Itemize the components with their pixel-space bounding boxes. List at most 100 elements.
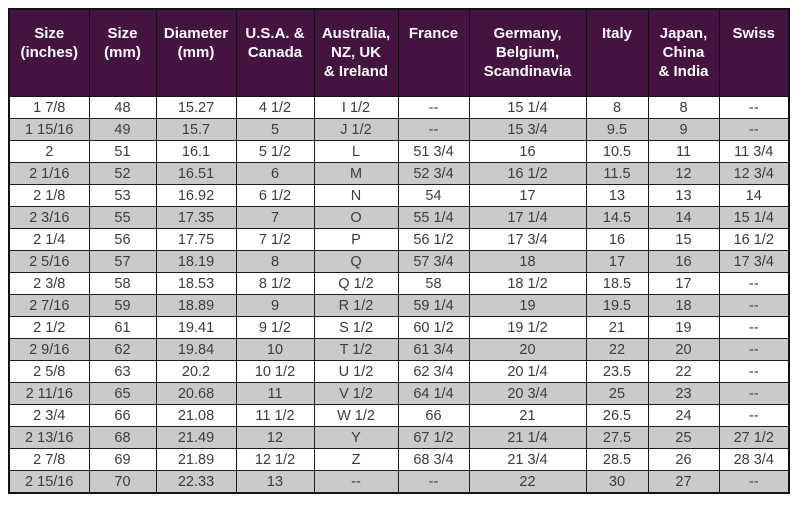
column-header: U.S.A. & Canada <box>235 8 315 97</box>
table-row: 2 3/4 66 21.08 11 1/2 W 1/2 66 21 26.5 24 -- <box>8 404 790 427</box>
table-cell: 2 7/16 <box>8 294 90 317</box>
table-cell: -- <box>718 272 790 295</box>
table-cell: 18 <box>647 294 720 317</box>
table-cell: 68 <box>88 426 157 449</box>
table-cell: 23 <box>647 382 720 405</box>
header-row: Size (inches) Size (mm) Diameter (mm) U.S.A… <box>8 8 790 97</box>
table-cell: 60 1/2 <box>397 316 470 339</box>
table-cell: 16 <box>647 250 720 273</box>
table-cell: 20 <box>647 338 720 361</box>
table-cell: 48 <box>88 96 157 119</box>
table-cell: 15.27 <box>155 96 237 119</box>
table-row: 1 15/16 49 15.7 5 J 1/2 -- 15 3/4 9.5 9 -- <box>8 118 790 141</box>
table-cell: 7 1/2 <box>235 228 315 251</box>
table-cell: 51 <box>88 140 157 163</box>
table-cell: 61 <box>88 316 157 339</box>
table-cell: 30 <box>585 470 649 494</box>
table-cell: Q <box>313 250 399 273</box>
table-cell: 21 3/4 <box>468 448 587 471</box>
table-cell: 19 <box>647 316 720 339</box>
table-cell: 20 <box>468 338 587 361</box>
table-row: 2 7/8 69 21.89 12 1/2 Z 68 3/4 21 3/4 28.5 26 28 … <box>8 448 790 471</box>
table-cell: 13 <box>585 184 649 207</box>
table-cell: -- <box>397 118 470 141</box>
column-header: Size (mm) <box>88 8 157 97</box>
table-cell: 55 <box>88 206 157 229</box>
table-cell: 9.5 <box>585 118 649 141</box>
table-cell: 6 <box>235 162 315 185</box>
table-cell: 2 1/4 <box>8 228 90 251</box>
table-cell: W 1/2 <box>313 404 399 427</box>
table-cell: 27 <box>647 470 720 494</box>
table-body: 1 7/8 48 15.27 4 1/2 I 1/2 -- 15 1/4 8 8 -- 1 15/1… <box>8 96 790 494</box>
table-cell: 10 1/2 <box>235 360 315 383</box>
table-cell: 58 <box>88 272 157 295</box>
table-cell: P <box>313 228 399 251</box>
table-cell: 51 3/4 <box>397 140 470 163</box>
table-cell: 27 1/2 <box>718 426 790 449</box>
table-cell: 2 3/4 <box>8 404 90 427</box>
table-cell: 11.5 <box>585 162 649 185</box>
table-row: 1 7/8 48 15.27 4 1/2 I 1/2 -- 15 1/4 8 8 -- <box>8 96 790 119</box>
table-cell: 2 7/8 <box>8 448 90 471</box>
table-cell: 21.49 <box>155 426 237 449</box>
table-cell: 2 1/2 <box>8 316 90 339</box>
column-header: Size (inches) <box>8 8 90 97</box>
table-cell: 2 3/16 <box>8 206 90 229</box>
table-cell: 70 <box>88 470 157 494</box>
table-header: Size (inches) Size (mm) Diameter (mm) U.S.A… <box>8 8 790 97</box>
table-cell: -- <box>718 360 790 383</box>
table-cell: 2 <box>8 140 90 163</box>
table-cell: 19 1/2 <box>468 316 587 339</box>
table-cell: 57 3/4 <box>397 250 470 273</box>
table-cell: 61 3/4 <box>397 338 470 361</box>
table-cell: 14.5 <box>585 206 649 229</box>
table-cell: 49 <box>88 118 157 141</box>
table-row: 2 3/8 58 18.53 8 1/2 Q 1/2 58 18 1/2 18.5 17 -- <box>8 272 790 295</box>
table-cell: 69 <box>88 448 157 471</box>
table-cell: Q 1/2 <box>313 272 399 295</box>
table-cell: 20.2 <box>155 360 237 383</box>
table-cell: 16 <box>468 140 587 163</box>
table-cell: -- <box>718 118 790 141</box>
table-cell: 8 <box>235 250 315 273</box>
table-cell: 16 1/2 <box>468 162 587 185</box>
ring-size-table: Size (inches) Size (mm) Diameter (mm) U.S.A… <box>8 8 790 494</box>
table-cell: M <box>313 162 399 185</box>
table-row: 2 3/16 55 17.35 7 O 55 1/4 17 1/4 14.5 14 15 1/4 <box>8 206 790 229</box>
table-cell: 8 <box>585 96 649 119</box>
table-cell: -- <box>718 338 790 361</box>
table-cell: 2 13/16 <box>8 426 90 449</box>
table-cell: 28.5 <box>585 448 649 471</box>
table-cell: 15 <box>647 228 720 251</box>
table-cell: 21 <box>585 316 649 339</box>
table-cell: 12 <box>647 162 720 185</box>
table-cell: 53 <box>88 184 157 207</box>
table-cell: 54 <box>397 184 470 207</box>
table-cell: T 1/2 <box>313 338 399 361</box>
table-cell: 15 1/4 <box>718 206 790 229</box>
table-cell: 58 <box>397 272 470 295</box>
table-cell: 24 <box>647 404 720 427</box>
table-cell: 17 3/4 <box>718 250 790 273</box>
table-cell: 4 1/2 <box>235 96 315 119</box>
table-cell: 8 1/2 <box>235 272 315 295</box>
table-cell: Y <box>313 426 399 449</box>
table-row: 2 11/16 65 20.68 11 V 1/2 64 1/4 20 3/4 25 23 -- <box>8 382 790 405</box>
table-row: 2 5/16 57 18.19 8 Q 57 3/4 18 17 16 17 3/4 <box>8 250 790 273</box>
table-cell: 21 1/4 <box>468 426 587 449</box>
column-header: Diameter (mm) <box>155 8 237 97</box>
table-cell: -- <box>718 96 790 119</box>
table-cell: 20 1/4 <box>468 360 587 383</box>
table-cell: 15.7 <box>155 118 237 141</box>
column-header: Swiss <box>718 8 790 97</box>
table-row: 2 1/16 52 16.51 6 M 52 3/4 16 1/2 11.5 12 12 3/4 <box>8 162 790 185</box>
table-cell: 1 7/8 <box>8 96 90 119</box>
table-cell: 65 <box>88 382 157 405</box>
table-cell: 20.68 <box>155 382 237 405</box>
table-cell: 21.89 <box>155 448 237 471</box>
table-cell: 19.84 <box>155 338 237 361</box>
table-cell: 26 <box>647 448 720 471</box>
column-header: Italy <box>585 8 649 97</box>
table-cell: 14 <box>718 184 790 207</box>
